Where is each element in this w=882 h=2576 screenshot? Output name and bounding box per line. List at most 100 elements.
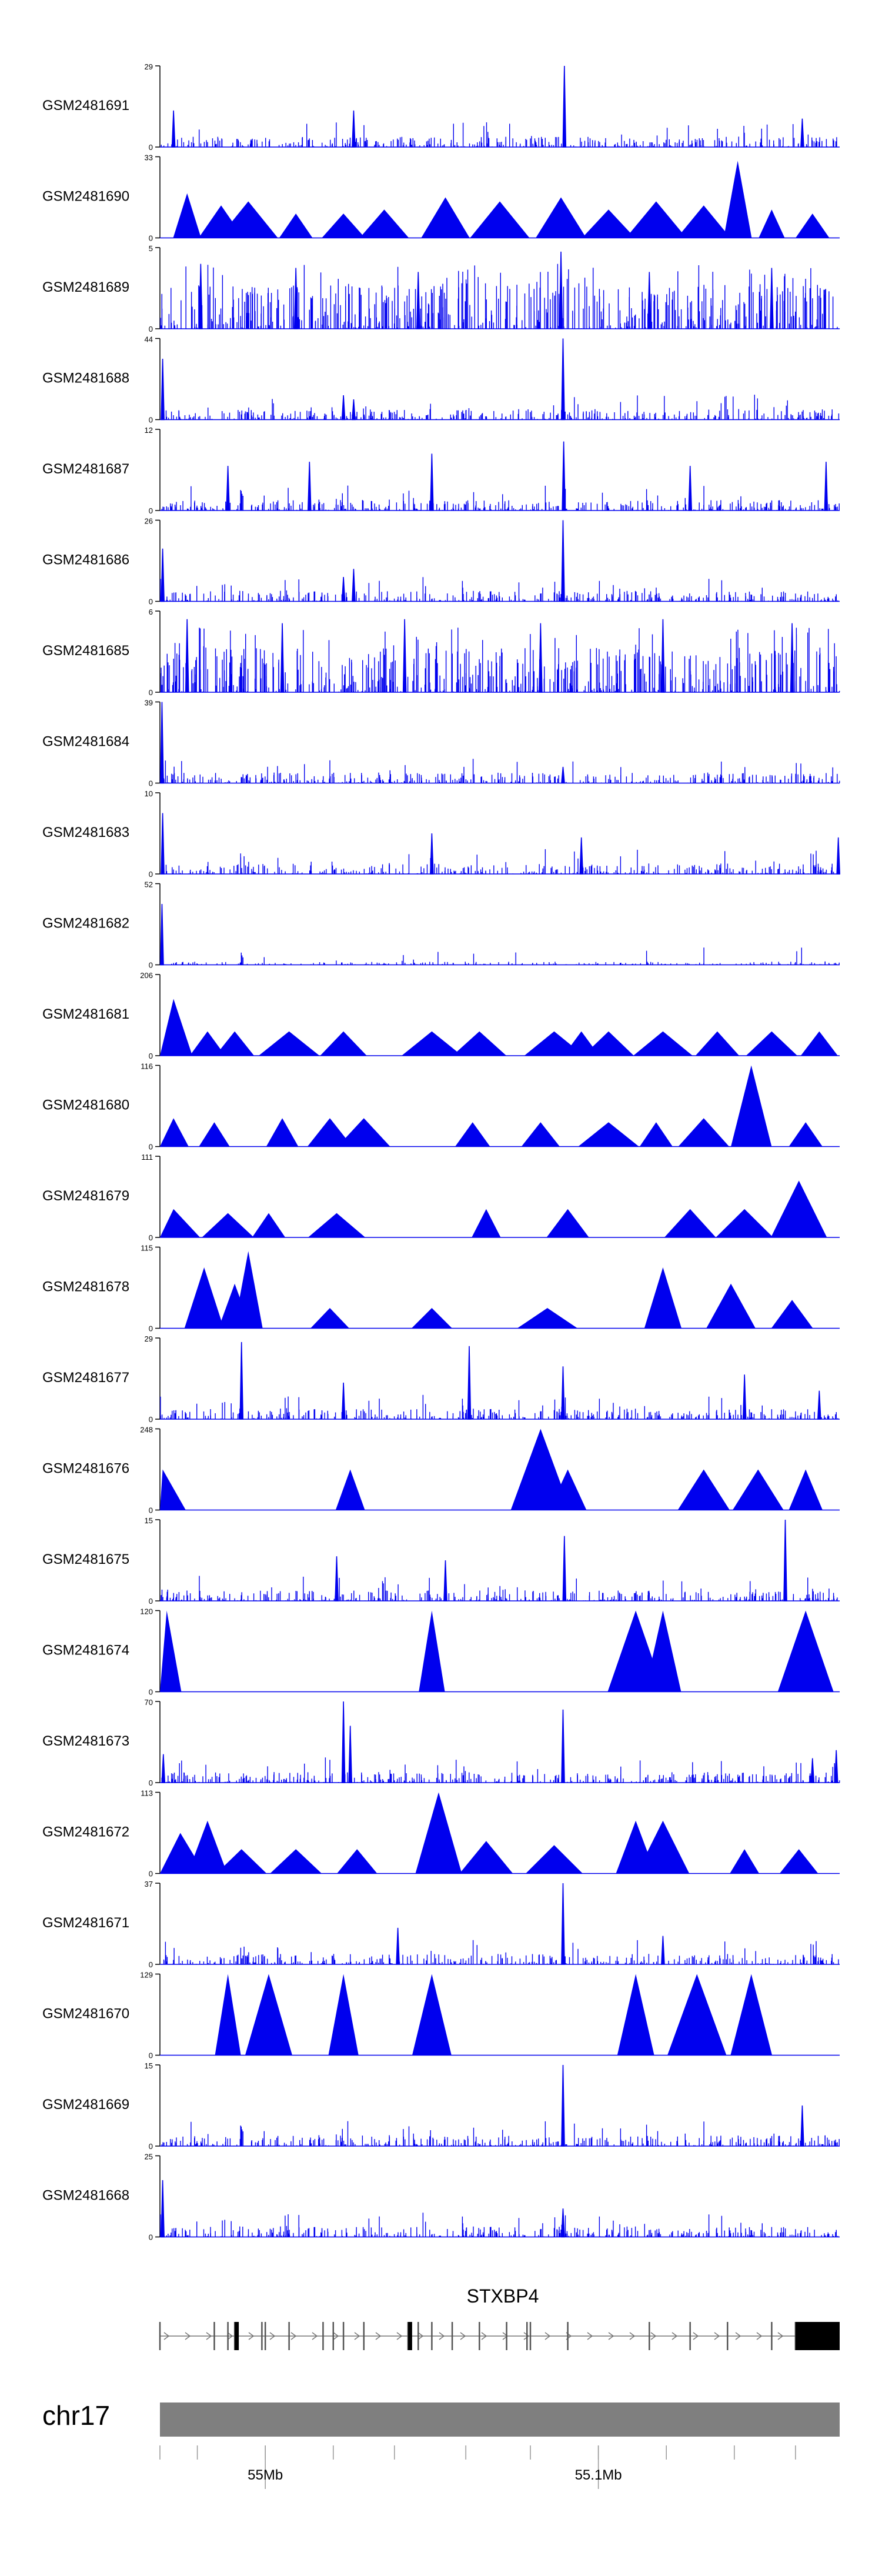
y-min-tick-label: 0 [149,143,153,152]
track-GSM2481675: GSM2481675 15 0 [42,1516,840,1606]
chromosome-label: chr17 [42,2400,110,2431]
y-max-tick-label: 206 [140,971,153,980]
y-max-tick-label: 10 [145,789,153,798]
strand-arrow-icon [163,2332,170,2340]
signal-peak [396,1927,400,1965]
signal-peak [730,1974,773,2056]
signal-peak [688,466,693,511]
track-label: GSM2481676 [42,1461,129,1477]
signal-peak [184,1267,224,1329]
y-max-tick-label: 29 [145,1334,153,1343]
strand-arrow-icon [354,2332,360,2340]
y-min-tick-label: 0 [149,1143,153,1152]
signal-noise [160,577,838,602]
signal-peak [416,272,420,329]
track-label: GSM2481687 [42,461,129,477]
signal-peak [810,1758,815,1783]
y-max-tick-label: 39 [145,699,153,708]
signal-peak [199,263,203,329]
track-GSM2481673: GSM2481673 70 0 [42,1698,840,1787]
signal-peak [562,441,566,511]
signal-peak [633,1031,693,1056]
y-max-tick-label: 12 [145,426,153,435]
signal-peak [661,1936,665,1965]
track-label: GSM2481681 [42,1006,129,1022]
signal-noise [160,1394,838,1419]
signal-noise [160,263,840,329]
signal-peak [171,110,176,148]
signal-peak [337,1849,377,1874]
signal-peak [561,1883,565,1965]
strand-arrow-icon [650,2332,657,2340]
signal-peak [359,209,409,238]
strand-arrow-icon [333,2332,339,2340]
y-min-tick-label: 0 [149,779,153,788]
y-max-tick-label: 111 [141,1153,153,1162]
y-max-tick-label: 26 [145,517,153,526]
signal-peak [510,1429,571,1510]
strand-arrow-icon [396,2332,403,2340]
signal-noise [161,122,840,147]
gene-coding-exon [795,2322,840,2350]
signal-peak [443,1560,447,1601]
signal-peak [561,1709,565,1783]
signal-peak [800,118,804,148]
signal-peak [307,462,312,511]
track-label: GSM2481677 [42,1370,129,1386]
signal-peak [199,1122,230,1147]
y-min-tick-label: 0 [149,1233,153,1242]
signal-peak [578,1122,639,1147]
signal-peak [160,903,164,966]
signal-peak [352,110,356,148]
signal-peak [817,1390,821,1420]
signal-noise [162,395,840,420]
y-min-tick-label: 0 [149,325,153,333]
signal-peak [402,1031,462,1056]
signal-peak [789,1469,823,1510]
signal-peak [561,766,565,784]
signal-peak [583,1031,634,1056]
track-label: GSM2481689 [42,279,129,295]
signal-peak [562,65,567,148]
signal-peak [561,1366,565,1420]
signal-peak [341,1382,346,1420]
signal-peak [636,1820,690,1874]
signal-peak [161,813,165,875]
track-GSM2481688: GSM2481688 44 0 [42,335,840,425]
signal-noise [160,2213,838,2237]
signal-peak [270,1849,322,1874]
signal-peak [561,2064,565,2147]
signal-peak [777,1610,834,1692]
signal-peak [219,201,278,238]
signal-peak [411,1308,452,1329]
track-GSM2481671: GSM2481671 37 0 [42,1880,840,1969]
strand-arrow-icon [269,2332,276,2340]
y-max-tick-label: 15 [145,2061,153,2070]
signal-peak [723,161,752,238]
signal-peak [582,209,636,238]
signal-peak [161,548,165,602]
signal-noise [163,1940,839,1964]
track-label: GSM2481683 [42,825,129,840]
signal-peak [215,1974,241,2056]
ideogram-tick-label: 55Mb [248,2467,283,2483]
track-GSM2481677: GSM2481677 29 0 [42,1334,840,1424]
signal-peak [800,2105,804,2147]
track-label: GSM2481691 [42,98,129,114]
signal-peak [239,1342,244,1420]
signal-tracks: GSM2481691290GSM2481690330GSM248168950GS… [42,62,841,2242]
signal-peak [644,1267,682,1329]
signal-peak [338,1118,390,1147]
signal-peak [677,205,731,238]
signal-peak [716,1209,773,1237]
signal-noise [165,849,839,874]
signal-peak [161,1754,166,1783]
signal-peak [677,1469,730,1510]
track-GSM2481689: GSM2481689 5 0 [42,244,840,333]
ideogram-tick-label: 55.1Mb [575,2467,622,2483]
y-min-tick-label: 0 [149,688,153,697]
signal-peak [341,1701,346,1783]
signal-peak [644,1610,681,1692]
strand-arrow-icon [544,2332,551,2340]
